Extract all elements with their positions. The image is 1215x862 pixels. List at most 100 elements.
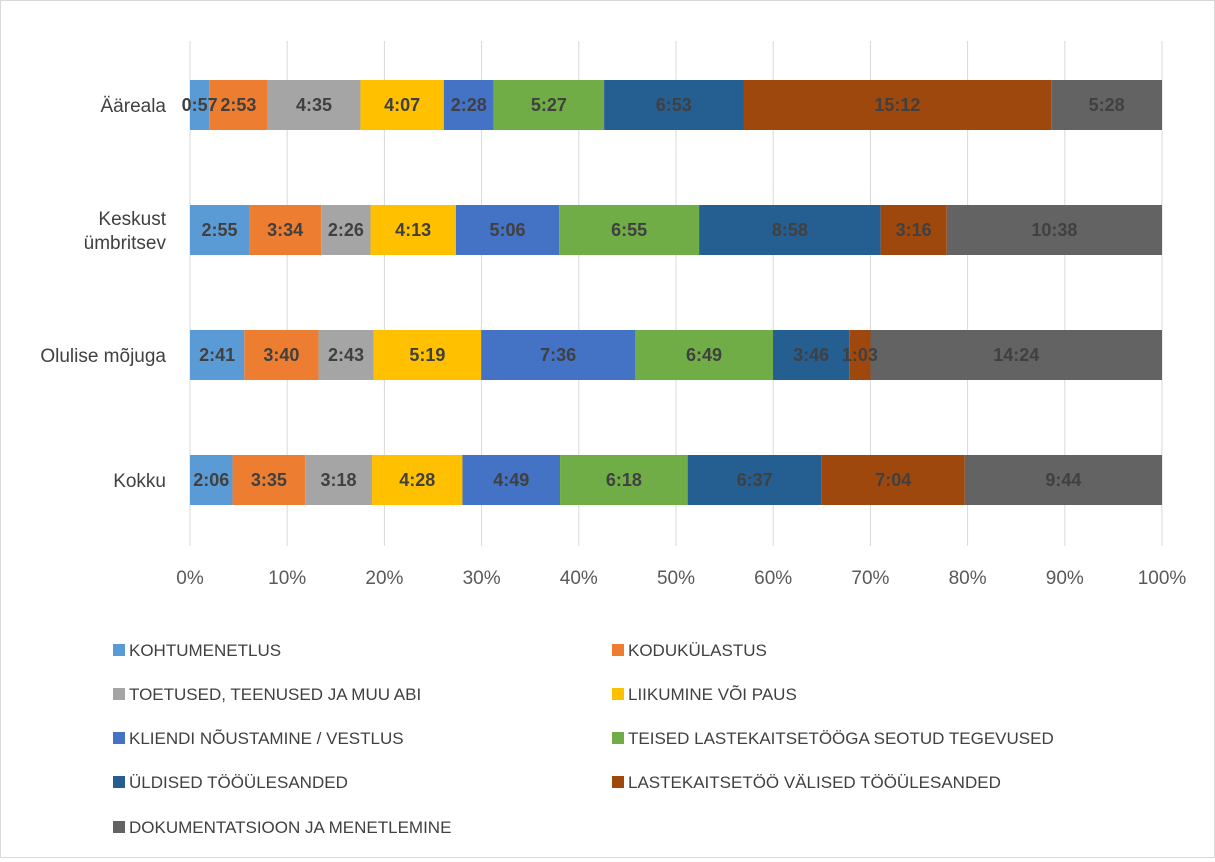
bar-segment: [209, 80, 268, 130]
data-label: 8:58: [772, 220, 808, 240]
data-label: 7:36: [540, 345, 576, 365]
bar-segment: [743, 80, 1052, 130]
bar-segment: [687, 455, 822, 505]
x-tick-label: 90%: [1046, 568, 1084, 589]
legend-entry: KLIENDI NÕUSTAMINE / VESTLUS: [129, 729, 404, 748]
x-tick-label: 50%: [657, 568, 695, 589]
bar-segment: [305, 455, 372, 505]
data-label: 5:27: [531, 95, 567, 115]
legend-entry: ÜLDISED TÖÖÜLESANDED: [129, 773, 348, 792]
bar-segment: [560, 455, 688, 505]
bar-segment: [190, 205, 250, 255]
legend-entry: KODUKÜLASTUS: [628, 641, 767, 660]
legend-swatch: [612, 732, 624, 744]
legend-entry: LIIKUMINE VÕI PAUS: [628, 685, 797, 704]
legend-entry: KOHTUMENETLUS: [129, 641, 281, 660]
bar-segment: [318, 330, 374, 380]
data-label: 4:49: [493, 470, 529, 490]
bar-segment: [443, 80, 494, 130]
x-tick-label: 20%: [365, 568, 403, 589]
bar-segment: [699, 205, 881, 255]
x-tick-label: 60%: [754, 568, 792, 589]
bars: [190, 80, 1162, 505]
data-labels: 0:57 2:53 4:35 4:07 2:28 5:27 6:53 15:12 5:28 2:5…: [182, 95, 1125, 490]
category-label: Keskust: [98, 209, 166, 230]
bar-segment: [321, 205, 371, 255]
legend: KOHTUMENETLUS KODUKÜLASTUS TOETUSED, TEENU…: [113, 641, 1054, 837]
bar-segment: [249, 205, 322, 255]
data-label: 10:38: [1031, 220, 1077, 240]
data-label: 2:41: [199, 345, 235, 365]
x-tick-label: 70%: [851, 568, 889, 589]
data-label: 2:28: [451, 95, 487, 115]
legend-swatch: [612, 776, 624, 788]
bar-segment: [360, 80, 444, 130]
data-label: 6:37: [737, 470, 773, 490]
bar-segment: [190, 455, 233, 505]
bar-segment: [870, 330, 1162, 380]
bar-segment: [244, 330, 319, 380]
bar-segment: [821, 455, 965, 505]
data-label: 6:53: [656, 95, 692, 115]
bar-segment: [493, 80, 605, 130]
data-label: 3:18: [321, 470, 357, 490]
legend-entry: LASTEKAITSETÖÖ VÄLISED TÖÖÜLESANDED: [628, 773, 1001, 792]
bar-segment: [190, 80, 210, 130]
bar-segment: [946, 205, 1162, 255]
category-label: Ääreala: [101, 96, 167, 117]
bar-segment: [1051, 80, 1162, 130]
legend-swatch: [113, 776, 125, 788]
bar-segment: [604, 80, 744, 130]
data-label: 3:16: [896, 220, 932, 240]
data-label: 5:28: [1089, 95, 1125, 115]
data-label: 6:18: [606, 470, 642, 490]
data-label: 15:12: [874, 95, 920, 115]
data-label: 5:06: [489, 220, 525, 240]
data-label: 4:13: [395, 220, 431, 240]
bar-segment: [880, 205, 947, 255]
x-tick-label: 10%: [268, 568, 306, 589]
data-label: 3:35: [251, 470, 287, 490]
bar-segment: [462, 455, 561, 505]
bar-segment: [964, 455, 1162, 505]
legend-entry: TEISED LASTEKAITSETÖÖGA SEOTUD TEGEVUSED: [628, 729, 1054, 748]
legend-swatch: [113, 688, 125, 700]
bar-segment: [849, 330, 871, 380]
category-axis-labels: Ääreala Keskust ümbritsev Olulise mõjuga Kok…: [40, 96, 166, 492]
data-label: 7:04: [875, 470, 911, 490]
bar-segment: [232, 455, 306, 505]
data-label: 3:40: [263, 345, 299, 365]
x-tick-label: 30%: [463, 568, 501, 589]
bar-segment: [371, 455, 463, 505]
data-label: 4:28: [399, 470, 435, 490]
data-label: 2:53: [220, 95, 256, 115]
legend-swatch: [113, 732, 125, 744]
bar-segment: [481, 330, 636, 380]
data-label: 9:44: [1045, 470, 1081, 490]
legend-swatch: [113, 821, 125, 833]
data-label: 2:26: [328, 220, 364, 240]
data-label: 3:34: [267, 220, 303, 240]
data-label: 1:03: [842, 345, 878, 365]
bar-segment: [190, 330, 245, 380]
data-label: 14:24: [993, 345, 1039, 365]
legend-swatch: [612, 644, 624, 656]
data-label: 2:43: [328, 345, 364, 365]
category-label: Olulise mõjuga: [40, 346, 166, 367]
bar-segment: [267, 80, 361, 130]
legend-entry: TOETUSED, TEENUSED JA MUU ABI: [129, 685, 421, 704]
data-label: 6:49: [686, 345, 722, 365]
x-tick-label: 100%: [1138, 568, 1187, 589]
x-tick-label: 40%: [560, 568, 598, 589]
category-label: Kokku: [113, 471, 166, 492]
data-label: 6:55: [611, 220, 647, 240]
data-label: 4:35: [296, 95, 332, 115]
x-tick-label: 0%: [176, 568, 204, 589]
category-label: ümbritsev: [84, 233, 167, 254]
data-label: 3:46: [793, 345, 829, 365]
bar-segment: [559, 205, 700, 255]
bar-segment: [772, 330, 850, 380]
x-tick-label: 80%: [949, 568, 987, 589]
